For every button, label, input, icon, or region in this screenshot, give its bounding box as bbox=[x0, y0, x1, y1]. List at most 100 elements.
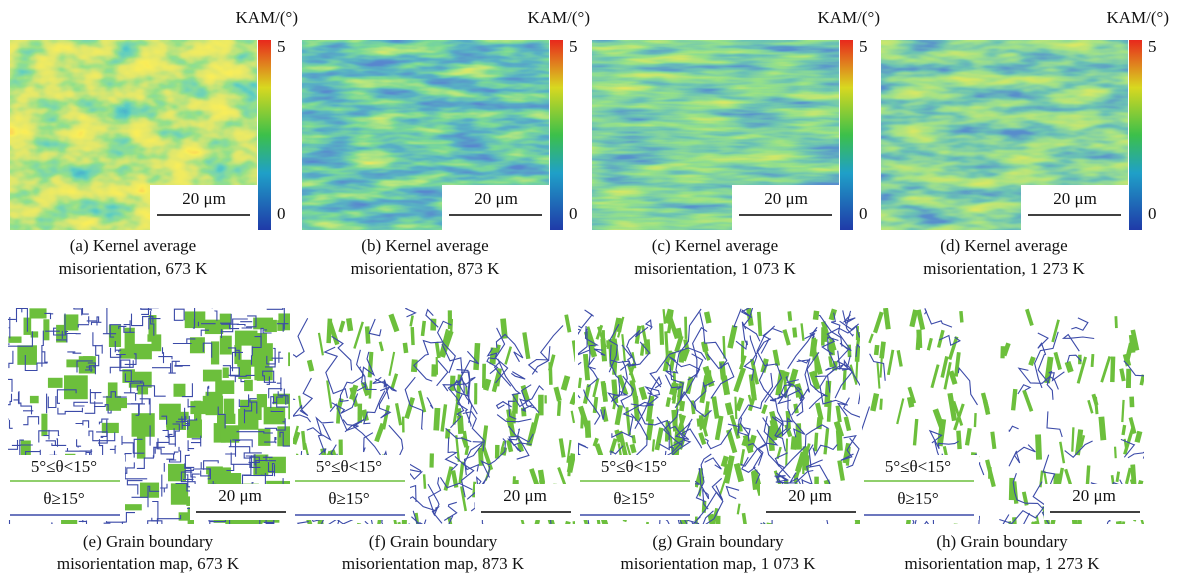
low-angle-boundary bbox=[220, 336, 232, 355]
low-angle-boundary bbox=[134, 344, 152, 359]
high-angle-boundary bbox=[295, 522, 310, 567]
low-angle-boundary bbox=[544, 395, 546, 403]
low-angle-boundary bbox=[916, 329, 922, 348]
low-angle-boundary bbox=[29, 308, 46, 318]
low-angle-boundary bbox=[645, 522, 649, 539]
low-angle-boundary bbox=[48, 378, 63, 388]
low-angle-boundary bbox=[173, 384, 185, 397]
caption: misorientation map, 873 K bbox=[342, 554, 525, 573]
legend-high-angle: θ≥15° bbox=[897, 489, 938, 508]
low-angle-boundary bbox=[585, 420, 592, 437]
colorbar-label: KAM/(°) bbox=[235, 8, 298, 27]
low-angle-boundary bbox=[190, 401, 206, 414]
low-angle-boundary bbox=[264, 407, 286, 424]
low-angle-boundary bbox=[1126, 369, 1131, 388]
low-angle-boundary bbox=[159, 404, 181, 420]
low-angle-boundary bbox=[171, 483, 188, 504]
low-angle-boundary bbox=[1129, 396, 1134, 407]
low-angle-boundary bbox=[254, 366, 272, 380]
scale-bar-label: 20 μm bbox=[764, 189, 808, 208]
colorbar bbox=[1129, 40, 1142, 230]
scale-bar-label: 20 μm bbox=[1072, 486, 1116, 505]
colorbar bbox=[258, 40, 271, 230]
caption: misorientation map, 1 273 K bbox=[904, 554, 1100, 573]
low-angle-boundary bbox=[119, 349, 136, 359]
low-angle-boundary bbox=[482, 364, 486, 388]
low-angle-boundary bbox=[573, 521, 580, 548]
colorbar-max: 5 bbox=[859, 37, 868, 56]
low-angle-boundary bbox=[275, 459, 284, 467]
caption: misorientation map, 673 K bbox=[57, 554, 240, 573]
scale-bar-label: 20 μm bbox=[218, 486, 262, 505]
colorbar-max: 5 bbox=[277, 37, 286, 56]
low-angle-boundary bbox=[813, 311, 820, 320]
colorbar-label: KAM/(°) bbox=[1106, 8, 1169, 27]
scale-bar-label: 20 μm bbox=[1053, 189, 1097, 208]
caption: misorientation map, 1 073 K bbox=[620, 554, 816, 573]
colorbar-label: KAM/(°) bbox=[527, 8, 590, 27]
figure: KAM/(°)5020 μm(a) Kernel averagemisorien… bbox=[0, 0, 1184, 574]
colorbar bbox=[840, 40, 853, 230]
low-angle-boundary bbox=[252, 343, 273, 361]
low-angle-boundary bbox=[30, 396, 39, 403]
low-angle-boundary bbox=[1110, 357, 1115, 383]
low-angle-boundary bbox=[132, 413, 155, 437]
legend-high-angle: θ≥15° bbox=[613, 489, 654, 508]
low-angle-boundary bbox=[645, 339, 651, 354]
low-angle-boundary bbox=[823, 326, 827, 342]
low-angle-boundary bbox=[402, 417, 405, 433]
colorbar-min: 0 bbox=[859, 204, 868, 223]
low-angle-boundary bbox=[31, 331, 39, 337]
low-angle-boundary bbox=[741, 341, 745, 362]
caption: (c) Kernel average bbox=[652, 236, 778, 255]
low-angle-boundary bbox=[64, 314, 78, 330]
high-angle-boundary bbox=[201, 299, 213, 308]
scale-bar-label: 20 μm bbox=[503, 486, 547, 505]
scale-bar-label: 20 μm bbox=[474, 189, 518, 208]
low-angle-boundary bbox=[355, 523, 361, 538]
low-angle-boundary bbox=[429, 453, 434, 467]
caption: misorientation, 873 K bbox=[351, 259, 500, 278]
caption: (g) Grain boundary bbox=[652, 532, 784, 551]
caption: (b) Kernel average bbox=[361, 236, 488, 255]
low-angle-boundary bbox=[206, 466, 223, 474]
low-angle-boundary bbox=[1035, 434, 1042, 459]
colorbar-label: KAM/(°) bbox=[817, 8, 880, 27]
caption: misorientation, 1 073 K bbox=[634, 259, 796, 278]
colorbar bbox=[550, 40, 563, 230]
legend-low-angle: 5°≤θ<15° bbox=[885, 457, 951, 476]
legend-high-angle: θ≥15° bbox=[328, 489, 369, 508]
legend-low-angle: 5°≤θ<15° bbox=[601, 457, 667, 476]
colorbar-max: 5 bbox=[569, 37, 578, 56]
scale-bar-label: 20 μm bbox=[788, 486, 832, 505]
colorbar-max: 5 bbox=[1148, 37, 1157, 56]
low-angle-boundary bbox=[64, 375, 88, 399]
low-angle-boundary bbox=[238, 409, 258, 430]
low-angle-boundary bbox=[203, 370, 222, 382]
low-angle-boundary bbox=[436, 357, 438, 375]
legend-low-angle: 5°≤θ<15° bbox=[31, 457, 97, 476]
colorbar-min: 0 bbox=[569, 204, 578, 223]
caption: misorientation, 1 273 K bbox=[923, 259, 1085, 278]
low-angle-boundary bbox=[43, 319, 49, 340]
colorbar-min: 0 bbox=[1148, 204, 1157, 223]
low-angle-boundary bbox=[41, 414, 47, 436]
low-angle-boundary bbox=[1000, 346, 1005, 358]
low-angle-boundary bbox=[79, 356, 96, 373]
legend-low-angle: 5°≤θ<15° bbox=[316, 457, 382, 476]
legend-high-angle: θ≥15° bbox=[43, 489, 84, 508]
low-angle-boundary bbox=[223, 367, 229, 377]
low-angle-boundary bbox=[244, 380, 253, 391]
colorbar-min: 0 bbox=[277, 204, 286, 223]
high-angle-boundary bbox=[0, 410, 9, 420]
caption: (e) Grain boundary bbox=[83, 532, 214, 551]
caption: (d) Kernel average bbox=[940, 236, 1067, 255]
caption: (h) Grain boundary bbox=[936, 532, 1068, 551]
low-angle-boundary bbox=[684, 317, 687, 339]
low-angle-boundary bbox=[457, 416, 464, 434]
high-angle-boundary bbox=[251, 355, 252, 365]
low-angle-boundary bbox=[358, 404, 363, 423]
high-angle-boundary bbox=[51, 523, 63, 538]
low-angle-boundary bbox=[606, 340, 609, 349]
low-angle-boundary bbox=[1114, 316, 1117, 328]
